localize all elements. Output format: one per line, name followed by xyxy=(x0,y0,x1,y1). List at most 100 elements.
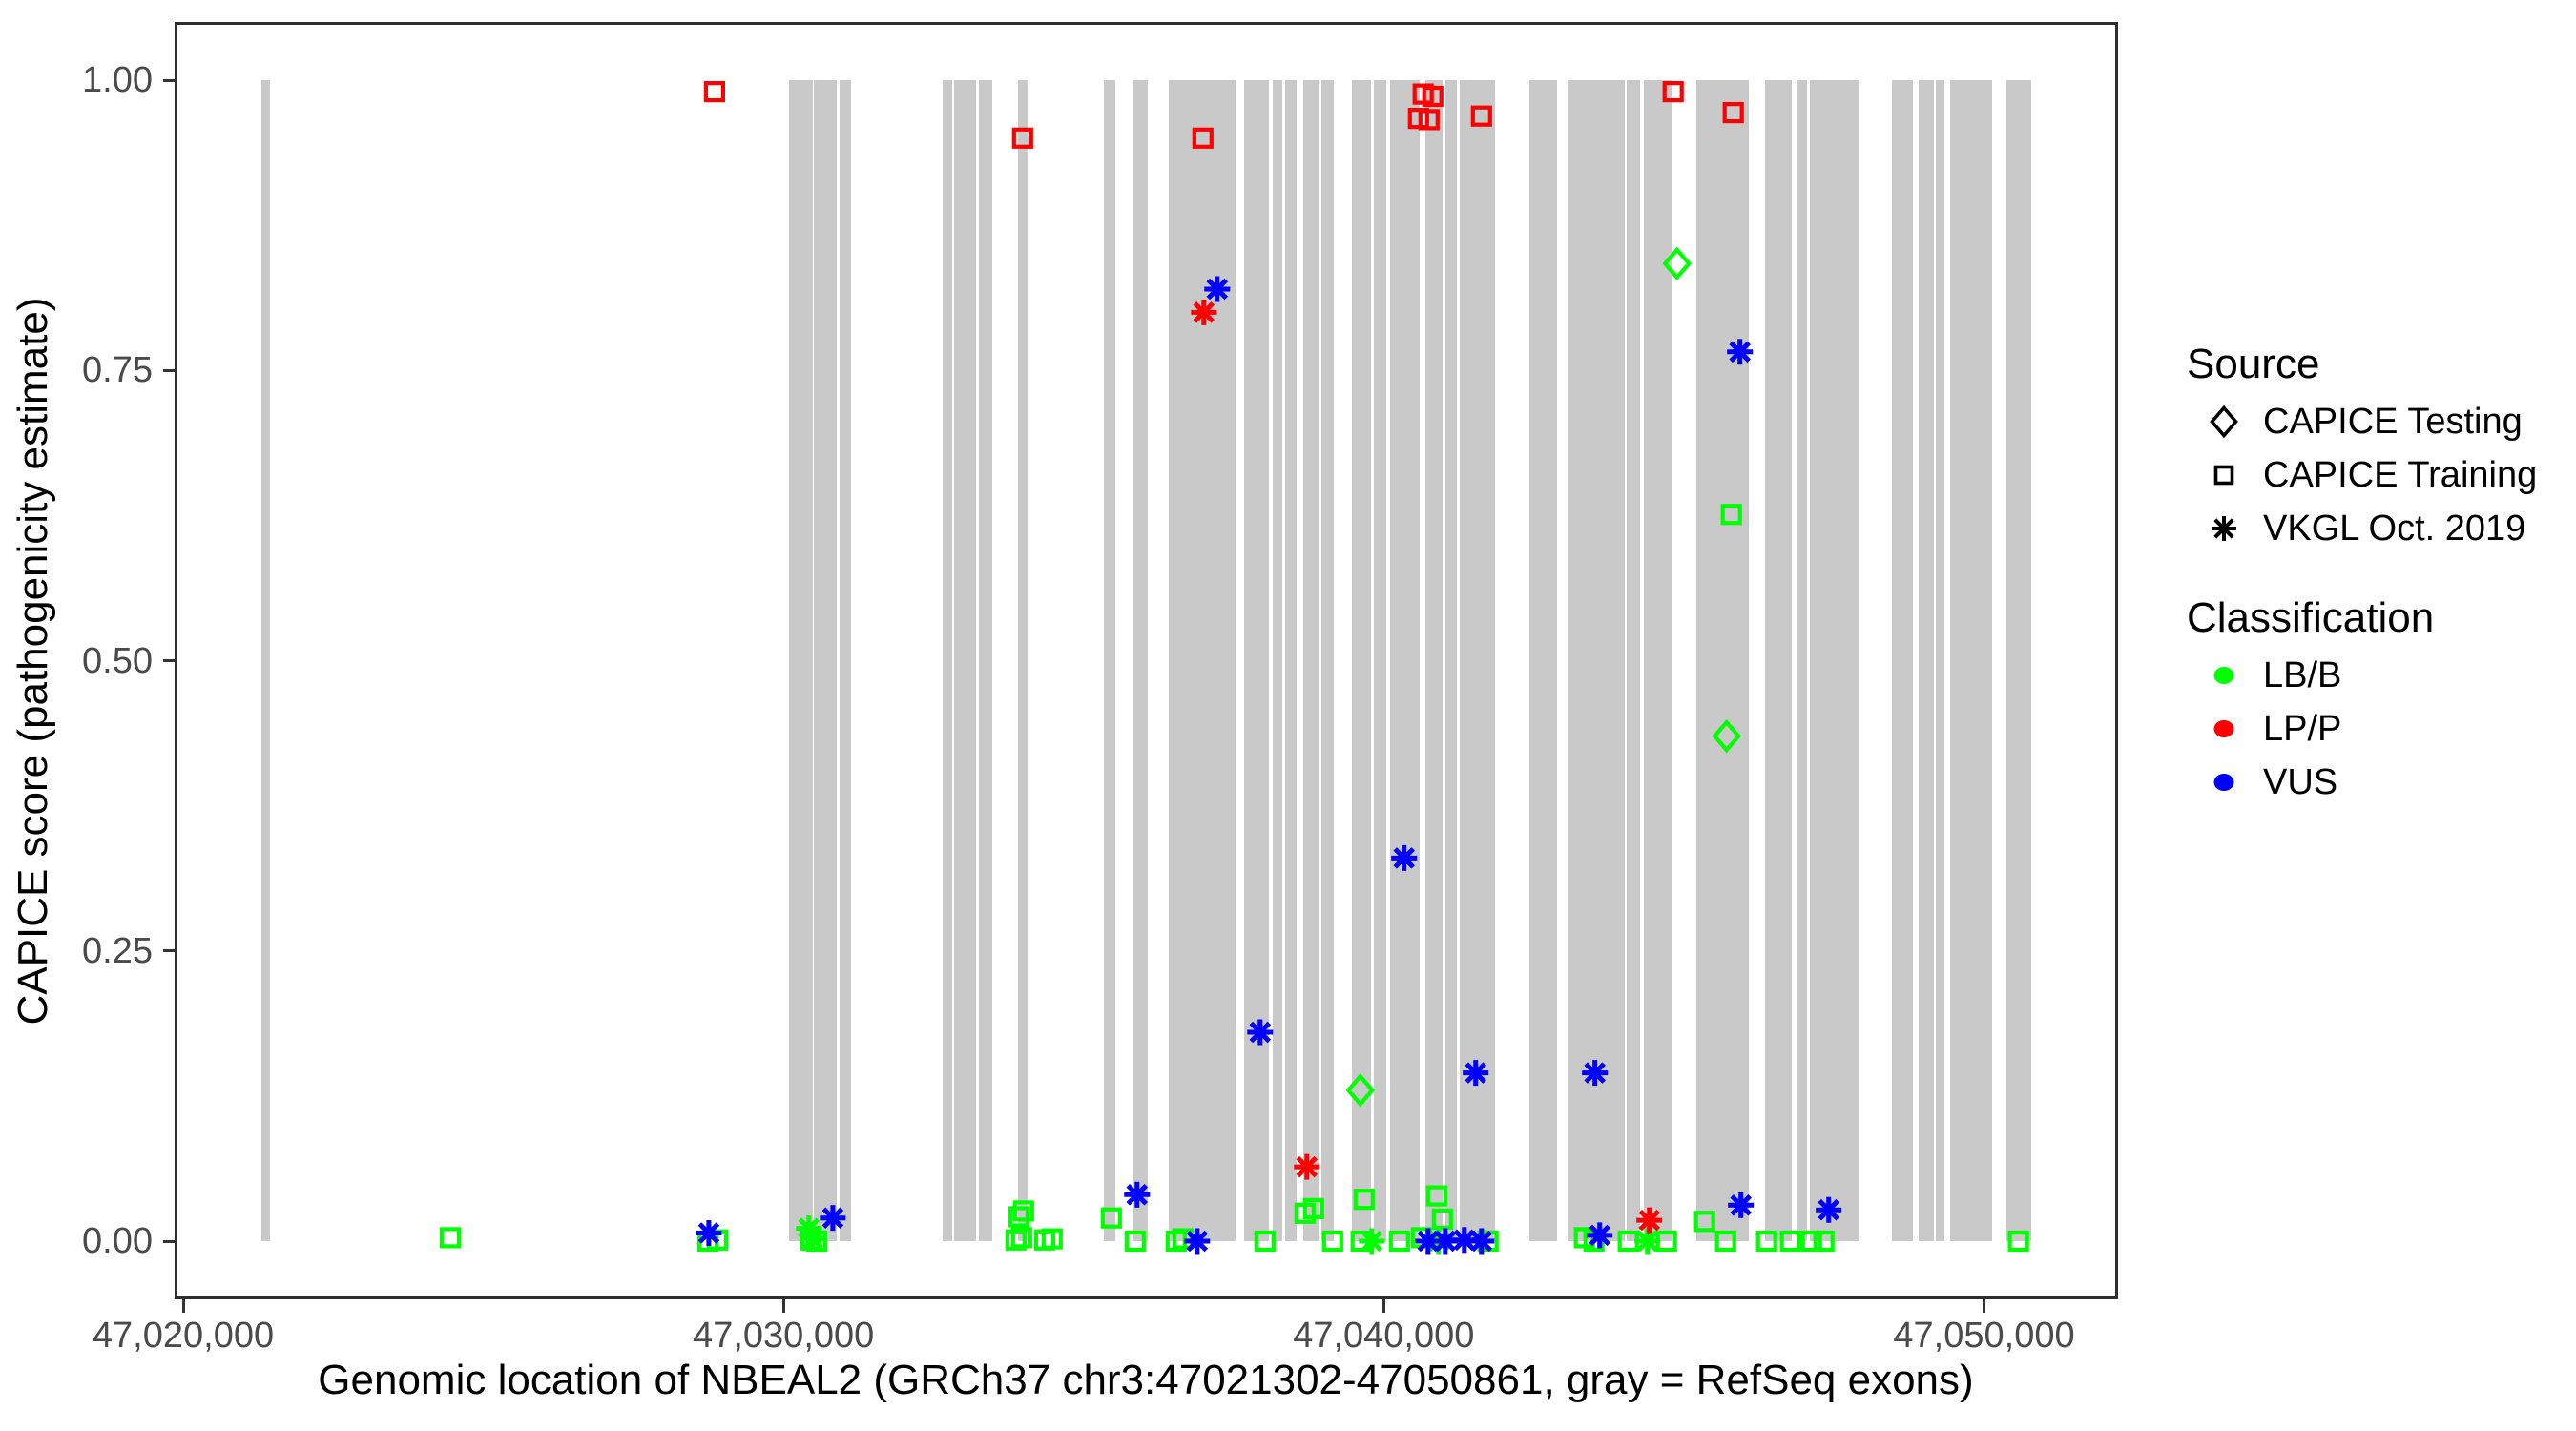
diamond-data-point xyxy=(1712,718,1741,754)
refseq-exon-bar xyxy=(1459,80,1495,1242)
refseq-exon-bar xyxy=(813,80,837,1242)
refseq-exon-bar xyxy=(839,80,851,1242)
refseq-exon-bar xyxy=(1796,80,1807,1242)
refseq-exon-bar xyxy=(1695,80,1749,1242)
refseq-exon-bar xyxy=(2005,80,2031,1242)
y-tick-mark xyxy=(163,1239,175,1243)
asterisk-data-point xyxy=(1359,1228,1385,1255)
square-data-point xyxy=(1431,1208,1453,1231)
x-tick-mark xyxy=(781,1299,785,1313)
refseq-exon-bar xyxy=(1389,80,1420,1242)
asterisk-icon xyxy=(2187,502,2261,555)
square-data-point xyxy=(1192,127,1214,149)
y-tick-mark xyxy=(163,949,175,953)
legend-item-label: VKGL Oct. 2019 xyxy=(2263,508,2526,549)
refseq-exon-bar xyxy=(1444,80,1457,1242)
x-axis-title: Genomic location of NBEAL2 (GRCh37 chr3:… xyxy=(318,1357,1974,1403)
legend-item-vkgl: VKGL Oct. 2019 xyxy=(2187,502,2568,555)
refseq-exon-bar xyxy=(1764,80,1792,1242)
square-data-point xyxy=(1662,80,1684,103)
refseq-exon-bar xyxy=(261,80,270,1242)
y-tick-label: 0.25 xyxy=(82,930,153,971)
legend-item-lpp: LP/P xyxy=(2187,702,2568,756)
green-dot-icon xyxy=(2187,649,2261,702)
refseq-exon-bar xyxy=(1528,80,1557,1242)
square-data-point xyxy=(1470,105,1492,127)
refseq-exon-bar xyxy=(1918,80,1934,1242)
asterisk-data-point xyxy=(1184,1228,1211,1255)
asterisk-data-point xyxy=(1391,844,1418,871)
refseq-exon-bar xyxy=(953,80,976,1242)
red-dot-icon xyxy=(2187,702,2261,756)
y-tick-label: 0.75 xyxy=(82,350,153,391)
refseq-exon-bar xyxy=(1272,80,1282,1242)
square-data-point xyxy=(1755,1230,1777,1253)
refseq-exon-bar xyxy=(1809,80,1859,1242)
refseq-exon-bar xyxy=(1626,80,1640,1242)
square-data-point xyxy=(1388,1230,1410,1253)
refseq-exon-bar xyxy=(1284,80,1297,1242)
legend-item-label: CAPICE Training xyxy=(2263,454,2538,495)
x-tick-mark xyxy=(1381,1299,1385,1313)
square-data-point xyxy=(1041,1228,1063,1250)
asterisk-data-point xyxy=(1587,1222,1613,1249)
refseq-exon-bar xyxy=(788,80,813,1242)
y-tick-label: 0.50 xyxy=(82,640,153,681)
square-data-point xyxy=(1418,109,1440,131)
refseq-exon-bar xyxy=(942,80,952,1242)
square-data-point xyxy=(1813,1230,1835,1253)
x-tick-mark xyxy=(181,1299,185,1313)
refseq-exon-bar xyxy=(1103,80,1115,1242)
legend-item-vus: VUS xyxy=(2187,756,2568,809)
asterisk-data-point xyxy=(1727,339,1754,365)
refseq-exon-bar xyxy=(1017,80,1028,1242)
refseq-exon-bar xyxy=(1949,80,1992,1242)
square-data-point xyxy=(1011,127,1033,149)
refseq-exon-bar xyxy=(1351,80,1371,1242)
y-tick-mark xyxy=(163,368,175,372)
y-tick-mark xyxy=(163,659,175,662)
x-tick-label: 47,030,000 xyxy=(693,1316,875,1356)
refseq-exon-bar xyxy=(1643,80,1672,1242)
square-data-point xyxy=(1302,1197,1324,1220)
x-tick-mark xyxy=(1983,1299,1985,1313)
refseq-exon-bar xyxy=(1424,80,1443,1242)
asterisk-data-point xyxy=(1468,1228,1495,1255)
square-data-point xyxy=(1124,1230,1146,1253)
refseq-exon-bar xyxy=(1935,80,1944,1242)
square-data-point xyxy=(1008,1206,1030,1228)
asterisk-data-point xyxy=(800,1226,826,1253)
legend-item-capice-training: CAPICE Training xyxy=(2187,448,2568,502)
square-data-point xyxy=(1321,1230,1343,1253)
asterisk-data-point xyxy=(1582,1060,1609,1087)
square-data-point xyxy=(703,80,726,103)
square-data-point xyxy=(1100,1207,1122,1229)
asterisk-data-point xyxy=(1816,1196,1842,1223)
asterisk-data-point xyxy=(1451,1227,1478,1254)
refseq-exon-bar xyxy=(1320,80,1334,1242)
x-tick-label: 47,050,000 xyxy=(1893,1316,2075,1356)
asterisk-data-point xyxy=(1124,1181,1151,1208)
refseq-exon-bar xyxy=(978,80,992,1242)
square-data-point xyxy=(2007,1230,2029,1253)
diamond-icon xyxy=(2187,395,2261,448)
refseq-exon-bar xyxy=(1373,80,1386,1242)
asterisk-data-point xyxy=(820,1205,846,1232)
asterisk-data-point xyxy=(1204,276,1231,302)
blue-dot-icon xyxy=(2187,756,2261,809)
x-tick-label: 47,040,000 xyxy=(1293,1316,1475,1356)
square-data-point xyxy=(1800,1230,1822,1253)
square-data-point xyxy=(1779,1230,1801,1253)
square-data-point xyxy=(1722,101,1744,124)
legend-item-capice-testing: CAPICE Testing xyxy=(2187,395,2568,448)
square-data-point xyxy=(1693,1211,1715,1233)
square-data-point xyxy=(1012,1200,1034,1222)
plot-panel-border xyxy=(175,22,2118,1299)
asterisk-data-point xyxy=(1634,1228,1661,1255)
legend-item-label: LP/P xyxy=(2263,708,2342,749)
x-tick-label: 47,020,000 xyxy=(92,1316,275,1356)
asterisk-data-point xyxy=(1294,1153,1320,1180)
refseq-exon-bar xyxy=(1302,80,1319,1242)
asterisk-data-point xyxy=(1728,1192,1755,1218)
